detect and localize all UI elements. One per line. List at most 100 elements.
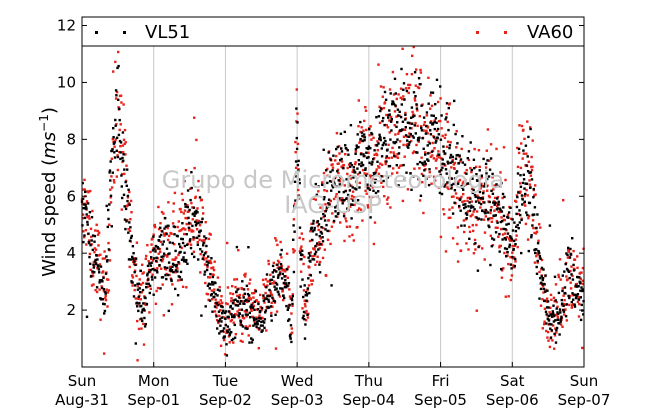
- point-va60: [568, 295, 572, 298]
- point-vl51: [128, 239, 132, 242]
- point-va60: [543, 320, 546, 323]
- point-vl51: [367, 145, 371, 148]
- point-vl51: [496, 221, 499, 224]
- point-va60: [391, 70, 395, 74]
- point-va60: [515, 194, 519, 197]
- point-vl51: [512, 247, 515, 251]
- point-vl51: [433, 120, 436, 124]
- point-vl51: [398, 146, 401, 149]
- point-vl51: [560, 302, 564, 305]
- point-va60: [577, 315, 581, 318]
- point-vl51: [198, 196, 202, 199]
- point-vl51: [265, 297, 268, 301]
- point-va60: [151, 237, 154, 240]
- point-vl51: [449, 153, 453, 157]
- point-vl51: [292, 238, 295, 241]
- point-va60: [197, 179, 200, 183]
- point-va60: [215, 306, 218, 309]
- point-va60: [225, 331, 228, 334]
- point-va60: [408, 83, 412, 87]
- point-va60: [321, 256, 325, 260]
- point-vl51: [562, 304, 565, 307]
- point-va60: [455, 130, 458, 133]
- point-vl51: [522, 178, 526, 181]
- point-vl51: [454, 177, 457, 180]
- point-vl51: [562, 310, 566, 313]
- point-vl51: [208, 282, 211, 286]
- point-va60: [428, 151, 431, 155]
- point-va60: [503, 218, 506, 222]
- point-vl51: [136, 305, 139, 308]
- point-va60: [339, 221, 342, 224]
- point-va60: [536, 261, 539, 264]
- point-vl51: [260, 330, 263, 333]
- point-vl51: [304, 290, 308, 294]
- point-vl51: [120, 174, 123, 177]
- point-vl51: [429, 129, 432, 132]
- point-va60: [261, 278, 265, 282]
- point-va60: [162, 232, 166, 235]
- point-vl51: [112, 142, 116, 145]
- point-vl51: [289, 337, 292, 340]
- point-va60: [410, 139, 413, 143]
- point-va60: [492, 184, 495, 187]
- point-vl51: [154, 250, 157, 253]
- point-va60: [270, 311, 273, 315]
- point-vl51: [181, 222, 184, 225]
- point-va60: [142, 322, 145, 326]
- point-va60: [474, 248, 477, 251]
- point-va60: [456, 260, 460, 263]
- point-va60: [183, 180, 186, 183]
- point-va60: [495, 219, 499, 223]
- point-va60: [462, 193, 465, 196]
- point-vl51: [192, 212, 195, 215]
- point-vl51: [318, 234, 321, 238]
- point-vl51: [264, 311, 267, 314]
- point-vl51: [240, 308, 244, 311]
- point-vl51: [115, 149, 118, 152]
- point-va60: [201, 206, 204, 209]
- point-va60: [282, 298, 285, 302]
- point-va60: [540, 258, 544, 262]
- point-va60: [468, 225, 471, 229]
- point-vl51: [164, 216, 167, 220]
- point-vl51: [177, 261, 180, 264]
- point-vl51: [110, 225, 113, 228]
- point-vl51: [234, 304, 237, 307]
- point-vl51: [153, 268, 156, 272]
- point-vl51: [131, 245, 135, 248]
- point-vl51: [468, 209, 472, 212]
- point-va60: [456, 226, 459, 229]
- point-vl51: [453, 201, 456, 204]
- point-va60: [562, 199, 565, 202]
- point-va60: [395, 97, 398, 101]
- point-vl51: [499, 208, 502, 212]
- point-va60: [393, 124, 396, 127]
- point-vl51: [223, 335, 226, 338]
- point-va60: [330, 225, 334, 228]
- point-va60: [336, 168, 340, 171]
- point-va60: [247, 296, 251, 299]
- point-va60: [242, 300, 245, 303]
- point-vl51: [412, 136, 415, 139]
- point-va60: [291, 293, 294, 296]
- point-va60: [383, 195, 386, 198]
- point-vl51: [187, 216, 190, 220]
- point-vl51: [468, 237, 471, 240]
- point-va60: [332, 178, 335, 181]
- point-vl51: [486, 211, 490, 214]
- point-vl51: [351, 199, 355, 202]
- point-va60: [275, 310, 279, 313]
- point-vl51: [573, 303, 576, 306]
- point-vl51: [513, 264, 516, 268]
- point-vl51: [535, 272, 539, 275]
- point-va60: [525, 188, 528, 192]
- point-vl51: [451, 212, 455, 215]
- point-vl51: [367, 156, 370, 159]
- point-vl51: [188, 221, 191, 225]
- point-vl51: [573, 305, 577, 308]
- point-va60: [280, 268, 284, 271]
- x-tick-date-7: Sep-07: [558, 391, 611, 409]
- point-vl51: [294, 199, 297, 202]
- point-vl51: [356, 167, 359, 170]
